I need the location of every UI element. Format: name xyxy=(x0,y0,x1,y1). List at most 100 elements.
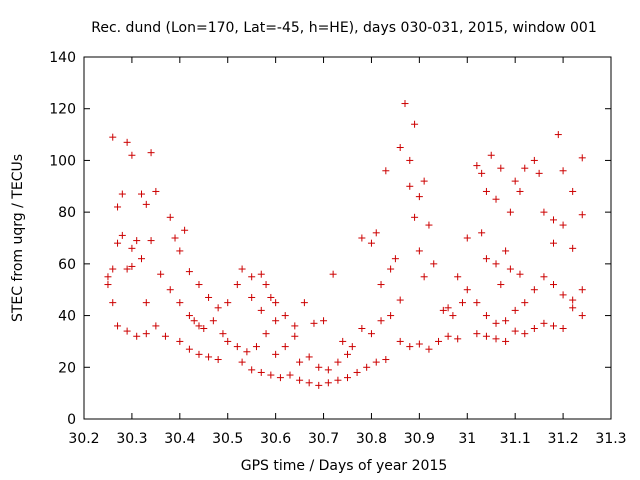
data-point xyxy=(415,247,423,255)
x-tick-label: 30.2 xyxy=(68,431,99,447)
data-point xyxy=(104,281,112,289)
data-point xyxy=(296,376,304,384)
data-point xyxy=(114,322,122,330)
data-point xyxy=(454,273,462,281)
data-point xyxy=(516,187,524,195)
data-point xyxy=(511,177,519,185)
data-point xyxy=(310,319,318,327)
data-point xyxy=(550,239,558,247)
data-point xyxy=(473,299,481,307)
y-tick-label: 20 xyxy=(58,360,76,376)
data-point xyxy=(305,353,313,361)
data-point xyxy=(377,281,385,289)
data-point xyxy=(195,322,203,330)
data-point xyxy=(214,304,222,312)
data-point xyxy=(209,317,217,325)
data-point xyxy=(406,343,414,351)
data-point xyxy=(439,306,447,314)
data-point xyxy=(530,325,538,332)
data-point xyxy=(176,247,184,255)
data-point xyxy=(420,273,428,281)
data-point xyxy=(559,291,567,299)
data-point xyxy=(109,133,117,141)
data-point xyxy=(214,356,222,364)
data-point xyxy=(128,262,136,270)
data-point xyxy=(492,260,500,268)
data-point xyxy=(329,270,337,278)
data-point xyxy=(396,144,404,151)
data-point xyxy=(257,368,265,376)
data-point xyxy=(267,293,275,301)
data-point xyxy=(176,299,184,307)
data-point xyxy=(324,366,332,374)
data-point xyxy=(435,337,443,345)
data-point xyxy=(224,337,232,345)
data-point xyxy=(578,154,586,162)
data-point xyxy=(181,226,189,234)
data-point xyxy=(578,286,586,294)
y-tick-label: 100 xyxy=(49,153,76,169)
data-point xyxy=(257,270,265,278)
data-point xyxy=(382,167,390,175)
data-point xyxy=(463,286,471,294)
x-tick-label: 30.7 xyxy=(308,431,339,447)
data-point xyxy=(406,182,414,190)
x-tick-label: 31.1 xyxy=(500,431,531,447)
x-tick-label: 30.8 xyxy=(356,431,387,447)
x-tick-label: 31.3 xyxy=(595,431,626,447)
data-point xyxy=(272,317,280,325)
data-point xyxy=(286,371,294,379)
data-point xyxy=(248,366,256,374)
data-point xyxy=(387,265,395,273)
data-point xyxy=(185,268,193,276)
data-point xyxy=(238,358,246,366)
data-point xyxy=(233,281,241,289)
data-point xyxy=(128,244,136,252)
data-point xyxy=(492,335,500,343)
data-point xyxy=(482,187,490,195)
data-point xyxy=(166,286,174,294)
data-point xyxy=(114,239,122,247)
y-tick-label: 140 xyxy=(49,50,76,66)
data-point xyxy=(511,327,519,335)
y-axis: 0 20 40 60 80 100 120 140 xyxy=(49,50,611,428)
data-point xyxy=(540,208,548,216)
data-point xyxy=(406,156,414,164)
data-point xyxy=(396,296,404,304)
data-point xyxy=(262,330,270,338)
data-point xyxy=(272,299,280,307)
data-point xyxy=(109,299,117,307)
data-point xyxy=(248,273,256,281)
data-point xyxy=(267,371,275,379)
data-point xyxy=(415,340,423,348)
plot-frame xyxy=(83,56,612,420)
data-point xyxy=(559,221,567,229)
data-point xyxy=(114,203,122,211)
data-point xyxy=(449,312,457,320)
data-point xyxy=(578,211,586,219)
y-tick-label: 40 xyxy=(58,309,76,325)
data-point xyxy=(497,164,505,172)
data-point xyxy=(502,247,510,255)
data-point xyxy=(454,335,462,343)
data-point xyxy=(109,265,117,273)
data-point xyxy=(559,167,567,175)
data-point xyxy=(492,319,500,327)
data-point xyxy=(377,317,385,325)
data-point xyxy=(118,190,126,198)
data-point xyxy=(535,169,543,177)
data-point xyxy=(506,208,514,216)
data-point xyxy=(195,281,203,289)
data-point xyxy=(396,337,404,345)
data-point xyxy=(152,187,160,195)
data-point xyxy=(463,234,471,242)
data-point xyxy=(569,304,577,312)
data-point xyxy=(190,317,198,325)
data-point xyxy=(219,330,227,338)
data-point xyxy=(243,348,251,356)
data-point xyxy=(238,265,246,273)
data-point xyxy=(425,345,433,353)
data-point xyxy=(233,343,241,351)
data-point xyxy=(482,255,490,263)
data-point xyxy=(104,273,112,281)
